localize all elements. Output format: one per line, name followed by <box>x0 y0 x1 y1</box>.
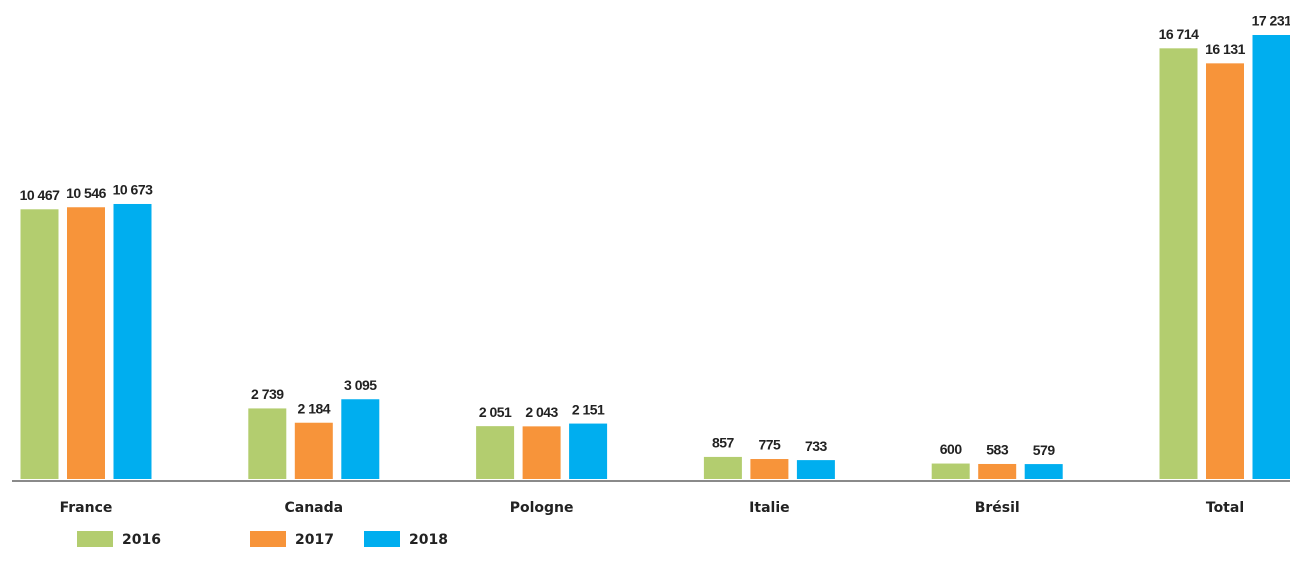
bar <box>294 422 333 479</box>
bar <box>1206 63 1244 479</box>
value-label: 2 739 <box>251 386 284 402</box>
bar <box>1024 464 1063 479</box>
x-tick-label: France <box>60 500 113 516</box>
bar <box>341 399 380 479</box>
value-label: 3 095 <box>344 377 377 393</box>
bar <box>703 456 742 479</box>
value-label: 2 051 <box>479 404 512 420</box>
bar <box>931 463 970 479</box>
value-label: 775 <box>758 437 781 453</box>
bar <box>750 459 789 479</box>
bar <box>522 426 561 479</box>
x-tick-label: Pologne <box>510 500 574 516</box>
value-label: 2 043 <box>525 404 558 420</box>
value-label: 2 151 <box>572 401 605 417</box>
bar <box>67 207 105 480</box>
legend-swatch <box>364 531 400 547</box>
value-label: 579 <box>1033 442 1056 458</box>
value-label: 733 <box>805 438 828 454</box>
value-label: 16 714 <box>1159 26 1200 42</box>
legend-label: 2016 <box>122 532 161 548</box>
value-label: 2 184 <box>298 400 331 416</box>
value-label: 17 231 <box>1252 13 1290 29</box>
value-label: 16 131 <box>1205 41 1246 57</box>
legend-label: 2018 <box>409 532 448 548</box>
x-tick-label: Canada <box>284 500 343 516</box>
bar <box>248 408 287 479</box>
bar <box>113 203 152 479</box>
value-label: 583 <box>986 442 1009 458</box>
bar <box>20 209 59 480</box>
legend-label: 2017 <box>295 532 334 548</box>
bar <box>978 463 1017 479</box>
legend-swatch <box>77 531 113 547</box>
value-label: 10 546 <box>66 185 107 201</box>
x-tick-label: Brésil <box>975 500 1020 516</box>
bar <box>1159 48 1198 479</box>
value-label: 857 <box>712 435 735 451</box>
x-tick-label: Total <box>1206 500 1244 516</box>
bar <box>1252 35 1290 479</box>
bar <box>569 423 608 479</box>
bar <box>796 460 835 479</box>
value-label: 10 467 <box>20 187 61 203</box>
bar <box>476 426 515 479</box>
legend-swatch <box>250 531 286 547</box>
x-tick-label: Italie <box>749 500 789 516</box>
value-label: 600 <box>940 441 963 457</box>
value-label: 10 673 <box>113 182 154 198</box>
